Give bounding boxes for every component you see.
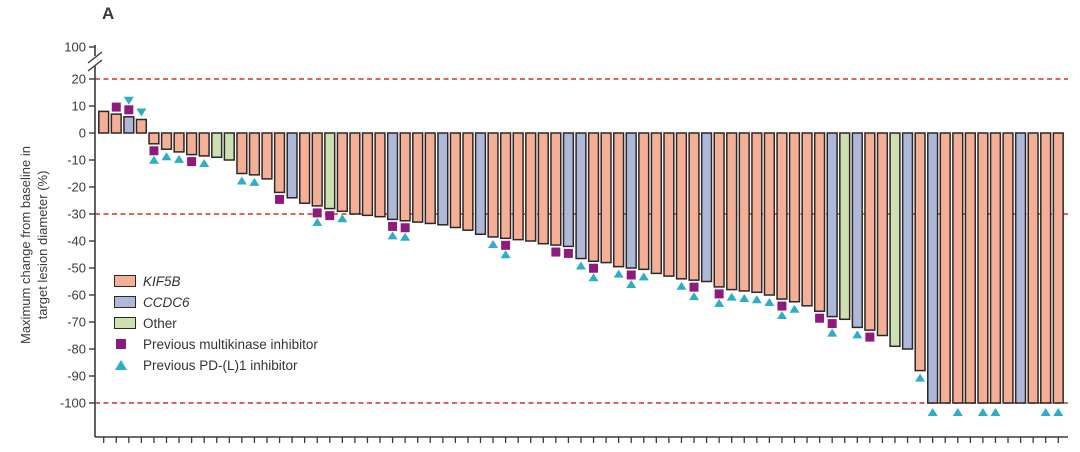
svg-text:-40: -40 [67,234,86,249]
panel-label: A [102,4,115,23]
svg-text:0: 0 [79,126,86,141]
legend-item-ccdc6: CCDC6 [114,292,318,312]
pdl1-triangle-icon [115,360,127,370]
svg-text:10: 10 [72,99,86,114]
svg-text:-30: -30 [67,207,86,222]
svg-text:-60: -60 [67,288,86,303]
legend-label-ccdc6: CCDC6 [143,294,190,310]
svg-text:-70: -70 [67,315,86,330]
svg-text:-80: -80 [67,342,86,357]
y-axis-title-line1: Maximum change from baseline in [18,146,33,344]
y-axis-title: Maximum change from baseline in target l… [17,115,51,375]
legend-label-kif5b: KIF5B [143,273,181,289]
legend: KIF5B CCDC6 Other Previous multikinase i… [114,271,318,376]
svg-text:20: 20 [72,72,86,87]
svg-text:-90: -90 [67,369,86,384]
multikinase-square-icon [116,339,126,349]
legend-item-kif5b: KIF5B [114,271,318,291]
svg-text:100: 100 [64,40,86,55]
legend-item-multikinase: Previous multikinase inhibitor [114,334,318,354]
kif5b-swatch-icon [114,275,136,287]
legend-label-other: Other [143,315,177,331]
legend-label-pdl1: Previous PD-(L)1 inhibitor [143,357,298,373]
y-axis-title-line2: target lesion diameter (%) [35,170,50,320]
legend-label-multikinase: Previous multikinase inhibitor [143,336,318,352]
svg-text:-10: -10 [67,153,86,168]
svg-text:-20: -20 [67,180,86,195]
legend-item-pdl1: Previous PD-(L)1 inhibitor [114,355,318,375]
other-swatch-icon [114,317,136,329]
svg-text:-50: -50 [67,261,86,276]
svg-text:-100: -100 [60,396,86,411]
legend-item-other: Other [114,313,318,333]
ccdc6-swatch-icon [114,296,136,308]
